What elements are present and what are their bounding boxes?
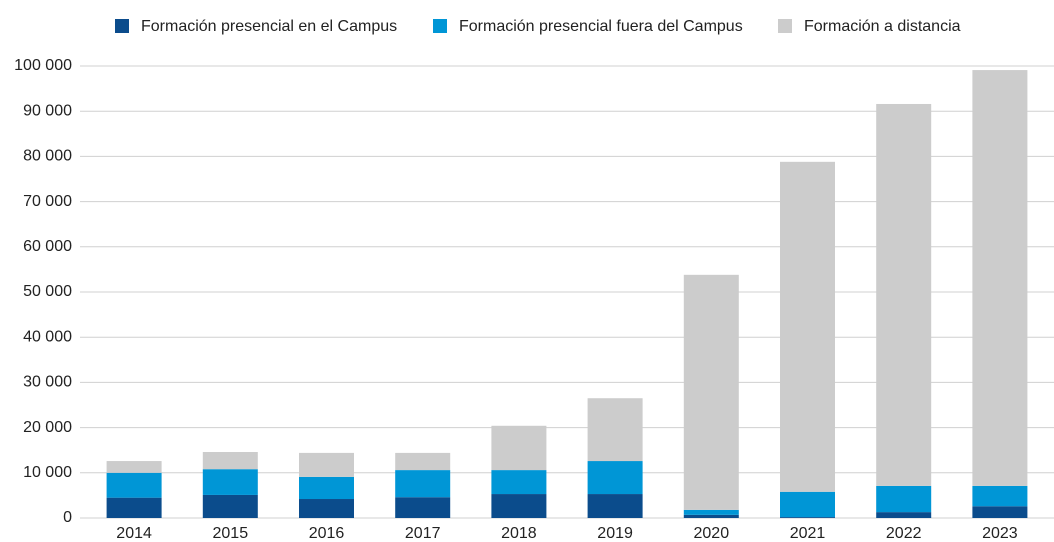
bar-segment	[683, 514, 739, 518]
bar-segment	[972, 485, 1028, 507]
y-tick-label: 80 000	[23, 148, 72, 165]
bar-segment	[299, 499, 354, 518]
y-tick-label: 50 000	[23, 283, 72, 300]
bar-segment	[106, 497, 162, 518]
bar-segment	[491, 494, 547, 518]
legend-label: Formación a distancia	[804, 18, 961, 35]
x-tick-label: 2015	[213, 525, 249, 542]
y-tick-label: 70 000	[23, 193, 72, 210]
bar-segment	[202, 494, 258, 518]
bar-segment	[876, 485, 932, 513]
legend-swatch	[115, 19, 129, 33]
x-tick-label: 2016	[309, 525, 345, 542]
x-tick-label: 2019	[597, 525, 633, 542]
bar-segment	[587, 461, 643, 495]
y-tick-label: 0	[63, 509, 72, 526]
y-tick-label: 90 000	[23, 102, 72, 119]
bar-segment	[395, 470, 451, 498]
legend-swatch	[778, 19, 792, 33]
y-tick-label: 40 000	[23, 328, 72, 345]
bar-segment	[876, 512, 932, 518]
legend-swatch	[433, 19, 447, 33]
bar-segment	[587, 494, 643, 518]
bar-segment	[587, 398, 643, 462]
bar-segment	[299, 476, 354, 500]
x-tick-label: 2020	[694, 525, 730, 542]
y-tick-label: 30 000	[23, 374, 72, 391]
legend-label: Formación presencial en el Campus	[141, 18, 397, 35]
x-tick-label: 2023	[982, 525, 1018, 542]
bar-segment	[491, 425, 547, 471]
bar-segment	[202, 469, 258, 495]
x-tick-label: 2022	[886, 525, 922, 542]
bar-segment	[780, 161, 835, 492]
y-tick-label: 10 000	[23, 464, 72, 481]
x-tick-label: 2018	[501, 525, 537, 542]
y-tick-label: 60 000	[23, 238, 72, 255]
bar-segment	[106, 461, 162, 473]
bar-segment	[202, 452, 258, 470]
x-tick-label: 2017	[405, 525, 441, 542]
bar-segment	[876, 103, 932, 486]
bar-segment	[780, 491, 835, 518]
bar-segment	[106, 472, 162, 498]
bar-segment	[780, 517, 835, 518]
bar-segment	[683, 509, 739, 515]
legend-label: Formación presencial fuera del Campus	[459, 18, 743, 35]
bar-segment	[972, 506, 1028, 518]
x-tick-label: 2014	[116, 525, 152, 542]
bar-segment	[683, 274, 739, 510]
x-tick-label: 2021	[790, 525, 826, 542]
y-tick-label: 20 000	[23, 419, 72, 436]
bar-segment	[972, 70, 1028, 486]
bar-segment	[491, 470, 547, 495]
bar-segment	[395, 497, 451, 518]
bar-segment	[299, 452, 354, 477]
y-tick-label: 100 000	[14, 57, 72, 74]
bar-segment	[395, 452, 451, 471]
